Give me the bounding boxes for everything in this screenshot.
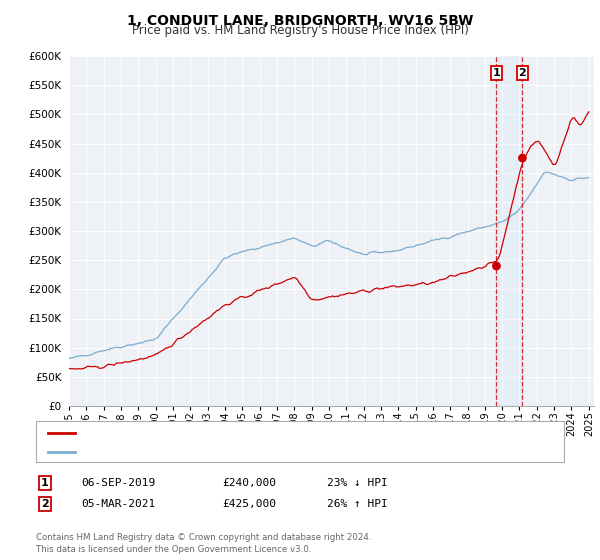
Point xyxy=(491,262,501,270)
Bar xyxy=(496,56,523,406)
Text: HPI: Average price, detached house, Shropshire: HPI: Average price, detached house, Shro… xyxy=(81,447,330,457)
Text: 1: 1 xyxy=(493,68,500,78)
Point xyxy=(518,153,527,162)
Text: 23% ↓ HPI: 23% ↓ HPI xyxy=(327,478,388,488)
Text: 2: 2 xyxy=(518,68,526,78)
Text: £425,000: £425,000 xyxy=(222,499,276,509)
Text: 1: 1 xyxy=(41,478,49,488)
Text: Contains HM Land Registry data © Crown copyright and database right 2024.
This d: Contains HM Land Registry data © Crown c… xyxy=(36,533,371,554)
Text: £240,000: £240,000 xyxy=(222,478,276,488)
Text: 1, CONDUIT LANE, BRIDGNORTH, WV16 5BW: 1, CONDUIT LANE, BRIDGNORTH, WV16 5BW xyxy=(127,14,473,28)
Text: 06-SEP-2019: 06-SEP-2019 xyxy=(81,478,155,488)
Text: 26% ↑ HPI: 26% ↑ HPI xyxy=(327,499,388,509)
Text: Price paid vs. HM Land Registry's House Price Index (HPI): Price paid vs. HM Land Registry's House … xyxy=(131,24,469,37)
Text: 2: 2 xyxy=(41,499,49,509)
Text: 05-MAR-2021: 05-MAR-2021 xyxy=(81,499,155,509)
Text: 1, CONDUIT LANE, BRIDGNORTH, WV16 5BW (detached house): 1, CONDUIT LANE, BRIDGNORTH, WV16 5BW (d… xyxy=(81,428,409,437)
